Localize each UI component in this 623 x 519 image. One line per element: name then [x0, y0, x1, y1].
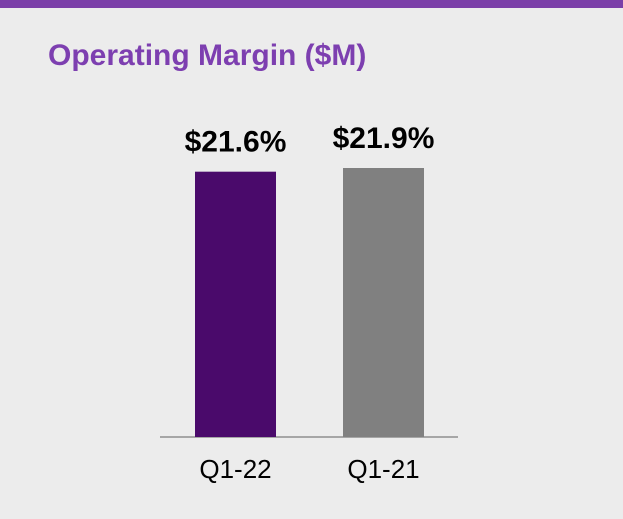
x-tick-label: Q1-22: [199, 454, 271, 484]
chart-title: Operating Margin ($M): [48, 39, 366, 72]
x-tick-label: Q1-21: [347, 454, 419, 484]
data-label: $21.9%: [333, 122, 435, 155]
data-label: $21.6%: [185, 126, 287, 159]
bar: [343, 168, 424, 437]
bar: [195, 171, 276, 437]
top-border: [0, 0, 623, 8]
